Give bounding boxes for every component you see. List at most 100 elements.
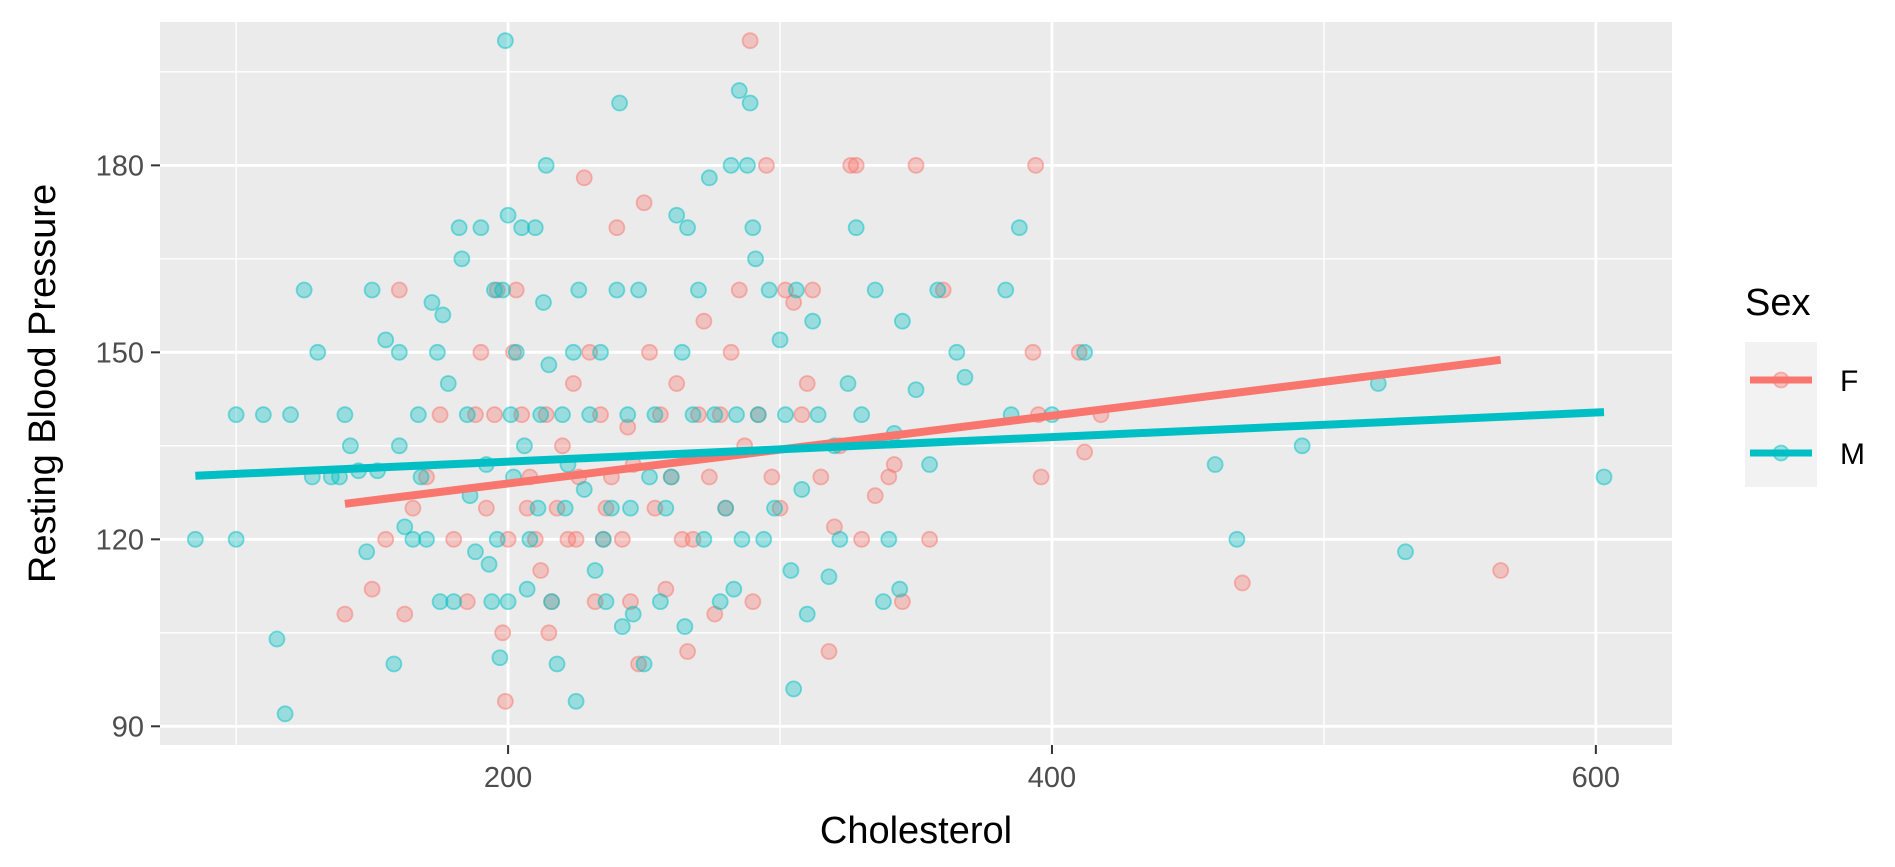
data-point-m: [798, 605, 816, 623]
major-gridlines: [160, 22, 1672, 745]
data-point-f: [445, 530, 463, 548]
data-point-f: [597, 499, 615, 517]
points-layer: [186, 32, 1613, 723]
data-point-m: [771, 331, 789, 349]
data-point-m: [782, 562, 800, 579]
data-point-f: [711, 406, 729, 424]
data-point-m: [496, 32, 514, 50]
data-point-m: [1010, 219, 1028, 237]
data-point-m: [276, 705, 294, 723]
data-point-m: [738, 156, 756, 174]
data-point-m: [336, 406, 354, 424]
data-point-f: [630, 655, 648, 673]
data-point-f: [540, 624, 558, 642]
data-point-f: [486, 406, 503, 424]
data-point-f: [744, 593, 762, 611]
data-point-f: [1076, 443, 1094, 461]
data-point-f: [472, 343, 490, 361]
data-point-m: [690, 281, 707, 299]
data-point-m: [1293, 437, 1311, 455]
data-point-m: [760, 281, 778, 299]
data-point-f: [866, 487, 884, 505]
data-point-f: [894, 593, 911, 611]
data-point-m: [499, 593, 517, 611]
trend-lines: [195, 355, 1605, 508]
data-point-m: [567, 692, 585, 710]
data-point-f: [635, 194, 653, 212]
data-point-m: [804, 312, 822, 330]
data-point-f: [608, 219, 626, 237]
data-point-m: [611, 94, 628, 112]
data-point-m: [227, 530, 245, 548]
data-point-m: [880, 530, 898, 548]
data-point-m: [227, 406, 245, 424]
data-point-m: [847, 219, 865, 237]
data-point-m: [521, 530, 539, 548]
data-point-f: [793, 406, 811, 424]
data-point-f: [1070, 343, 1088, 361]
legend-label-f: F: [1840, 365, 1858, 398]
data-point-f: [853, 530, 871, 548]
data-point-m: [733, 530, 751, 548]
data-point-f: [847, 156, 865, 174]
data-point-m: [820, 568, 838, 586]
data-point-m: [385, 655, 403, 673]
data-point-m: [777, 406, 794, 424]
data-point-m: [295, 281, 313, 299]
data-point-m: [676, 618, 694, 635]
data-point-f: [622, 593, 639, 611]
data-point-m: [730, 82, 748, 99]
data-point-m: [891, 580, 909, 598]
data-point-m: [785, 680, 803, 698]
data-point-m: [1397, 543, 1414, 561]
data-point-m: [494, 281, 512, 299]
data-point-f: [812, 468, 830, 486]
data-point-m: [594, 530, 612, 548]
data-point-f: [934, 281, 952, 299]
data-point-m: [282, 406, 299, 424]
data-point-m: [518, 580, 536, 598]
data-point-m: [543, 593, 560, 611]
data-point-f: [690, 406, 707, 424]
data-point-m: [586, 562, 604, 579]
data-point-f: [613, 530, 631, 548]
data-point-f: [494, 624, 512, 642]
y-tick-label: 120: [96, 524, 144, 556]
data-point-f: [507, 281, 525, 299]
data-point-f: [842, 156, 860, 174]
data-point-m: [537, 156, 555, 174]
data-point-m: [396, 518, 414, 536]
data-point-m: [439, 375, 457, 392]
data-point-f: [695, 312, 713, 330]
data-point-m: [341, 437, 359, 455]
x-axis-title: Cholesterol: [820, 810, 1012, 852]
data-point-f: [668, 375, 686, 392]
x-tick-label: 400: [1028, 762, 1076, 794]
y-tick-label: 150: [96, 337, 144, 369]
data-point-m: [502, 406, 520, 424]
data-point-m: [499, 206, 517, 224]
data-point-f: [1032, 468, 1050, 486]
data-point-m: [581, 406, 599, 424]
data-point-m: [472, 219, 490, 237]
axes: 200 400 600 90 120 150 180: [96, 150, 1620, 794]
data-point-m: [431, 593, 449, 611]
legend-key-background: [1745, 342, 1817, 487]
data-point-m: [747, 250, 764, 268]
data-point-f: [700, 468, 718, 486]
data-point-f: [336, 605, 354, 623]
data-point-m: [603, 499, 620, 517]
data-point-m: [668, 206, 686, 224]
data-point-m: [766, 499, 783, 517]
data-point-f: [496, 692, 514, 710]
data-point-m: [423, 294, 441, 311]
data-point-m: [570, 281, 588, 299]
data-point-f: [730, 281, 748, 299]
data-point-m: [186, 530, 204, 548]
data-point-f: [679, 643, 696, 660]
data-point-f: [651, 406, 669, 424]
data-point-f: [390, 281, 408, 299]
data-point-m: [548, 655, 566, 673]
data-point-m: [458, 406, 476, 424]
